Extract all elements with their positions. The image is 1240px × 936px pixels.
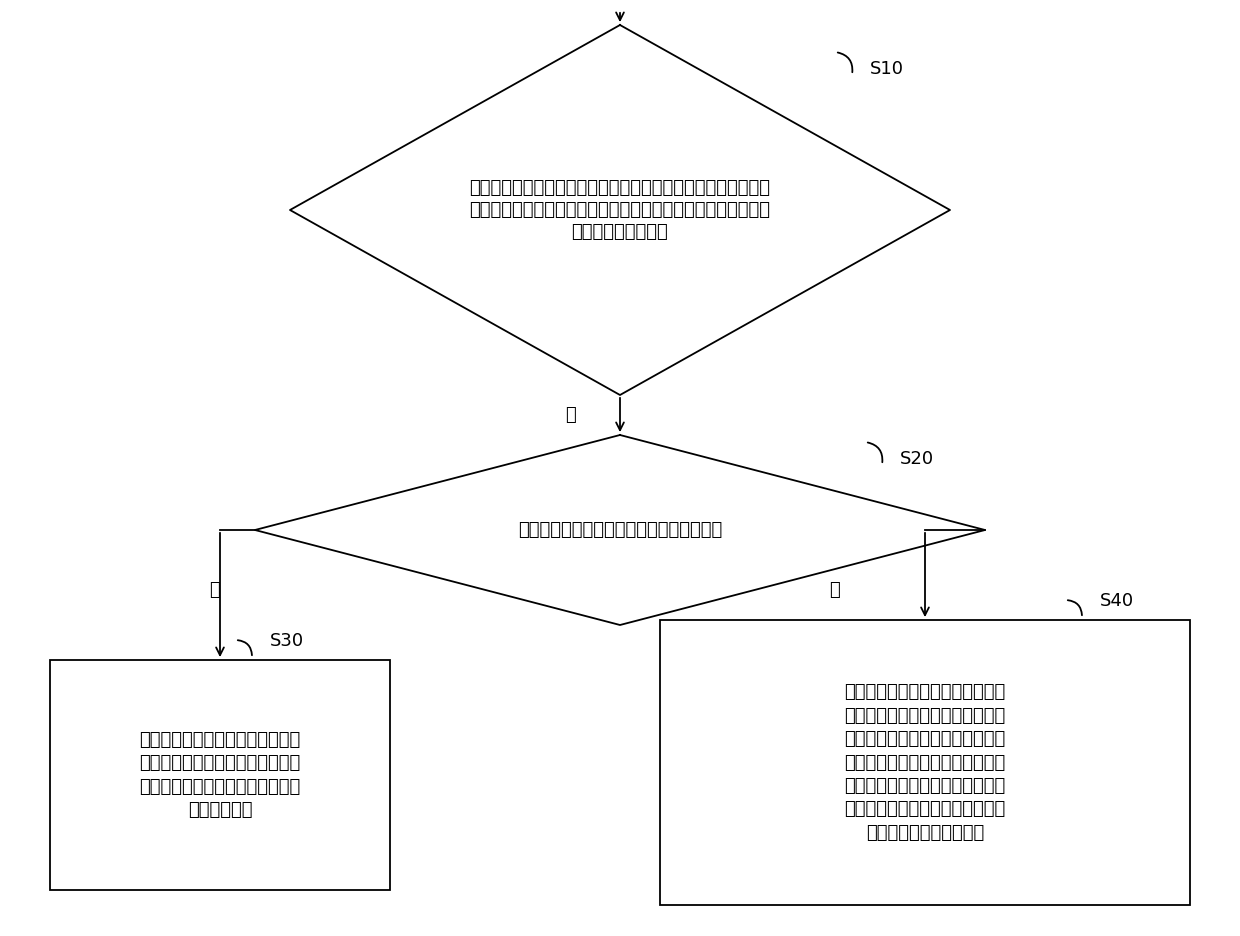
Text: S10: S10: [870, 60, 904, 78]
Text: 设离合器位置，所述第二预设离合: 设离合器位置，所述第二预设离合: [844, 777, 1006, 795]
Text: 一预设离合器位置大于自动离合器: 一预设离合器位置大于自动离合器: [139, 778, 300, 796]
Text: 合器的压盘和从动盘结合至第二预: 合器的压盘和从动盘结合至第二预: [844, 753, 1006, 771]
Text: 根据油门踏板的深度值控制自动离: 根据油门踏板的深度值控制自动离: [844, 730, 1006, 748]
Text: S30: S30: [270, 632, 304, 650]
Text: S40: S40: [1100, 592, 1135, 610]
Text: 器位置用于表征自动离合器的压盘: 器位置用于表征自动离合器的压盘: [844, 800, 1006, 818]
Text: 是: 是: [210, 581, 221, 599]
Bar: [50, 660, 391, 890]
Text: 在检测到换挡手柄处于开启状态的情况下，控制自动离合器的压: 在检测到换挡手柄处于开启状态的情况下，控制自动离合器的压: [470, 179, 770, 197]
Text: 合至第一预设离合器位置，所述第: 合至第一预设离合器位置，所述第: [139, 754, 300, 772]
Text: 判断换挡手柄所挂入的挡位是否为起步挡位: 判断换挡手柄所挂入的挡位是否为起步挡位: [518, 521, 722, 539]
Text: 盘和从动盘由结合状态切换至分离状态，并根据挡位状态判断换: 盘和从动盘由结合状态切换至分离状态，并根据挡位状态判断换: [470, 201, 770, 219]
Text: 控制自动离合器的压盘和从动盘结: 控制自动离合器的压盘和从动盘结: [139, 731, 300, 749]
Text: 的滑磨点位置: 的滑磨点位置: [187, 801, 252, 819]
Text: S20: S20: [900, 450, 934, 468]
Text: 挡手柄是否挂入挡位: 挡手柄是否挂入挡位: [572, 223, 668, 241]
Text: 是: 是: [564, 406, 575, 424]
Text: 和从动盘完全结合的位置: 和从动盘完全结合的位置: [866, 824, 985, 841]
Text: 的深度值小于深度阈值的情况下，: 的深度值小于深度阈值的情况下，: [844, 707, 1006, 724]
Text: 在手刹处于开启状态并且刹车踏板: 在手刹处于开启状态并且刹车踏板: [844, 683, 1006, 701]
Bar: [660, 620, 1190, 905]
Text: 否: 否: [830, 581, 841, 599]
